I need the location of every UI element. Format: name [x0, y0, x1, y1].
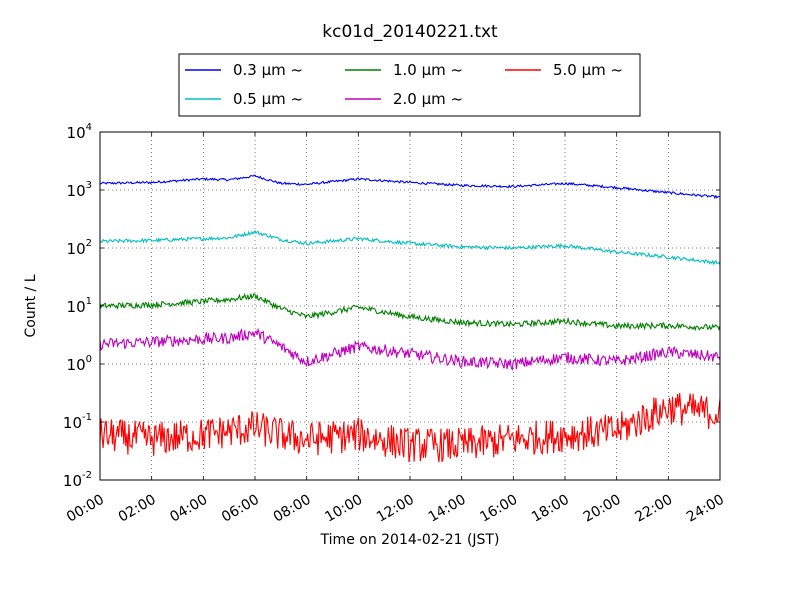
y-axis-label: Count / L	[23, 274, 39, 337]
legend-label: 0.3 μm ~	[233, 61, 303, 79]
series-line	[99, 174, 721, 200]
legend: 0.3 μm ~ 0.5 μm ~ 1.0 μm ~ 2.0 μm ~ 5.0 μm ~	[178, 53, 641, 117]
series-line	[99, 229, 721, 266]
legend-label: 5.0 μm ~	[553, 61, 623, 79]
series-line	[99, 393, 721, 463]
chart-title: kc01d_20140221.txt	[322, 22, 498, 42]
series-line	[99, 292, 721, 332]
grid-lines	[100, 132, 720, 480]
y-tick-exponent: -2	[82, 470, 92, 481]
legend-label: 1.0 μm ~	[393, 61, 463, 79]
y-tick-exponent: 0	[86, 354, 92, 365]
legend-frame	[178, 53, 641, 117]
x-axis-label: Time on 2014-02-21 (JST)	[320, 532, 500, 548]
y-tick-exponent: 3	[86, 180, 92, 191]
y-tick-exponent: -1	[82, 412, 92, 423]
y-tick-exponent: 1	[86, 296, 92, 307]
legend-label: 0.5 μm ~	[233, 90, 303, 108]
y-tick-exponent: 2	[86, 238, 92, 249]
plot-frame	[99, 131, 721, 481]
series-layer	[99, 174, 721, 463]
series-line	[99, 327, 721, 371]
legend-label: 2.0 μm ~	[393, 90, 463, 108]
y-tick-exponent: 4	[86, 122, 92, 133]
